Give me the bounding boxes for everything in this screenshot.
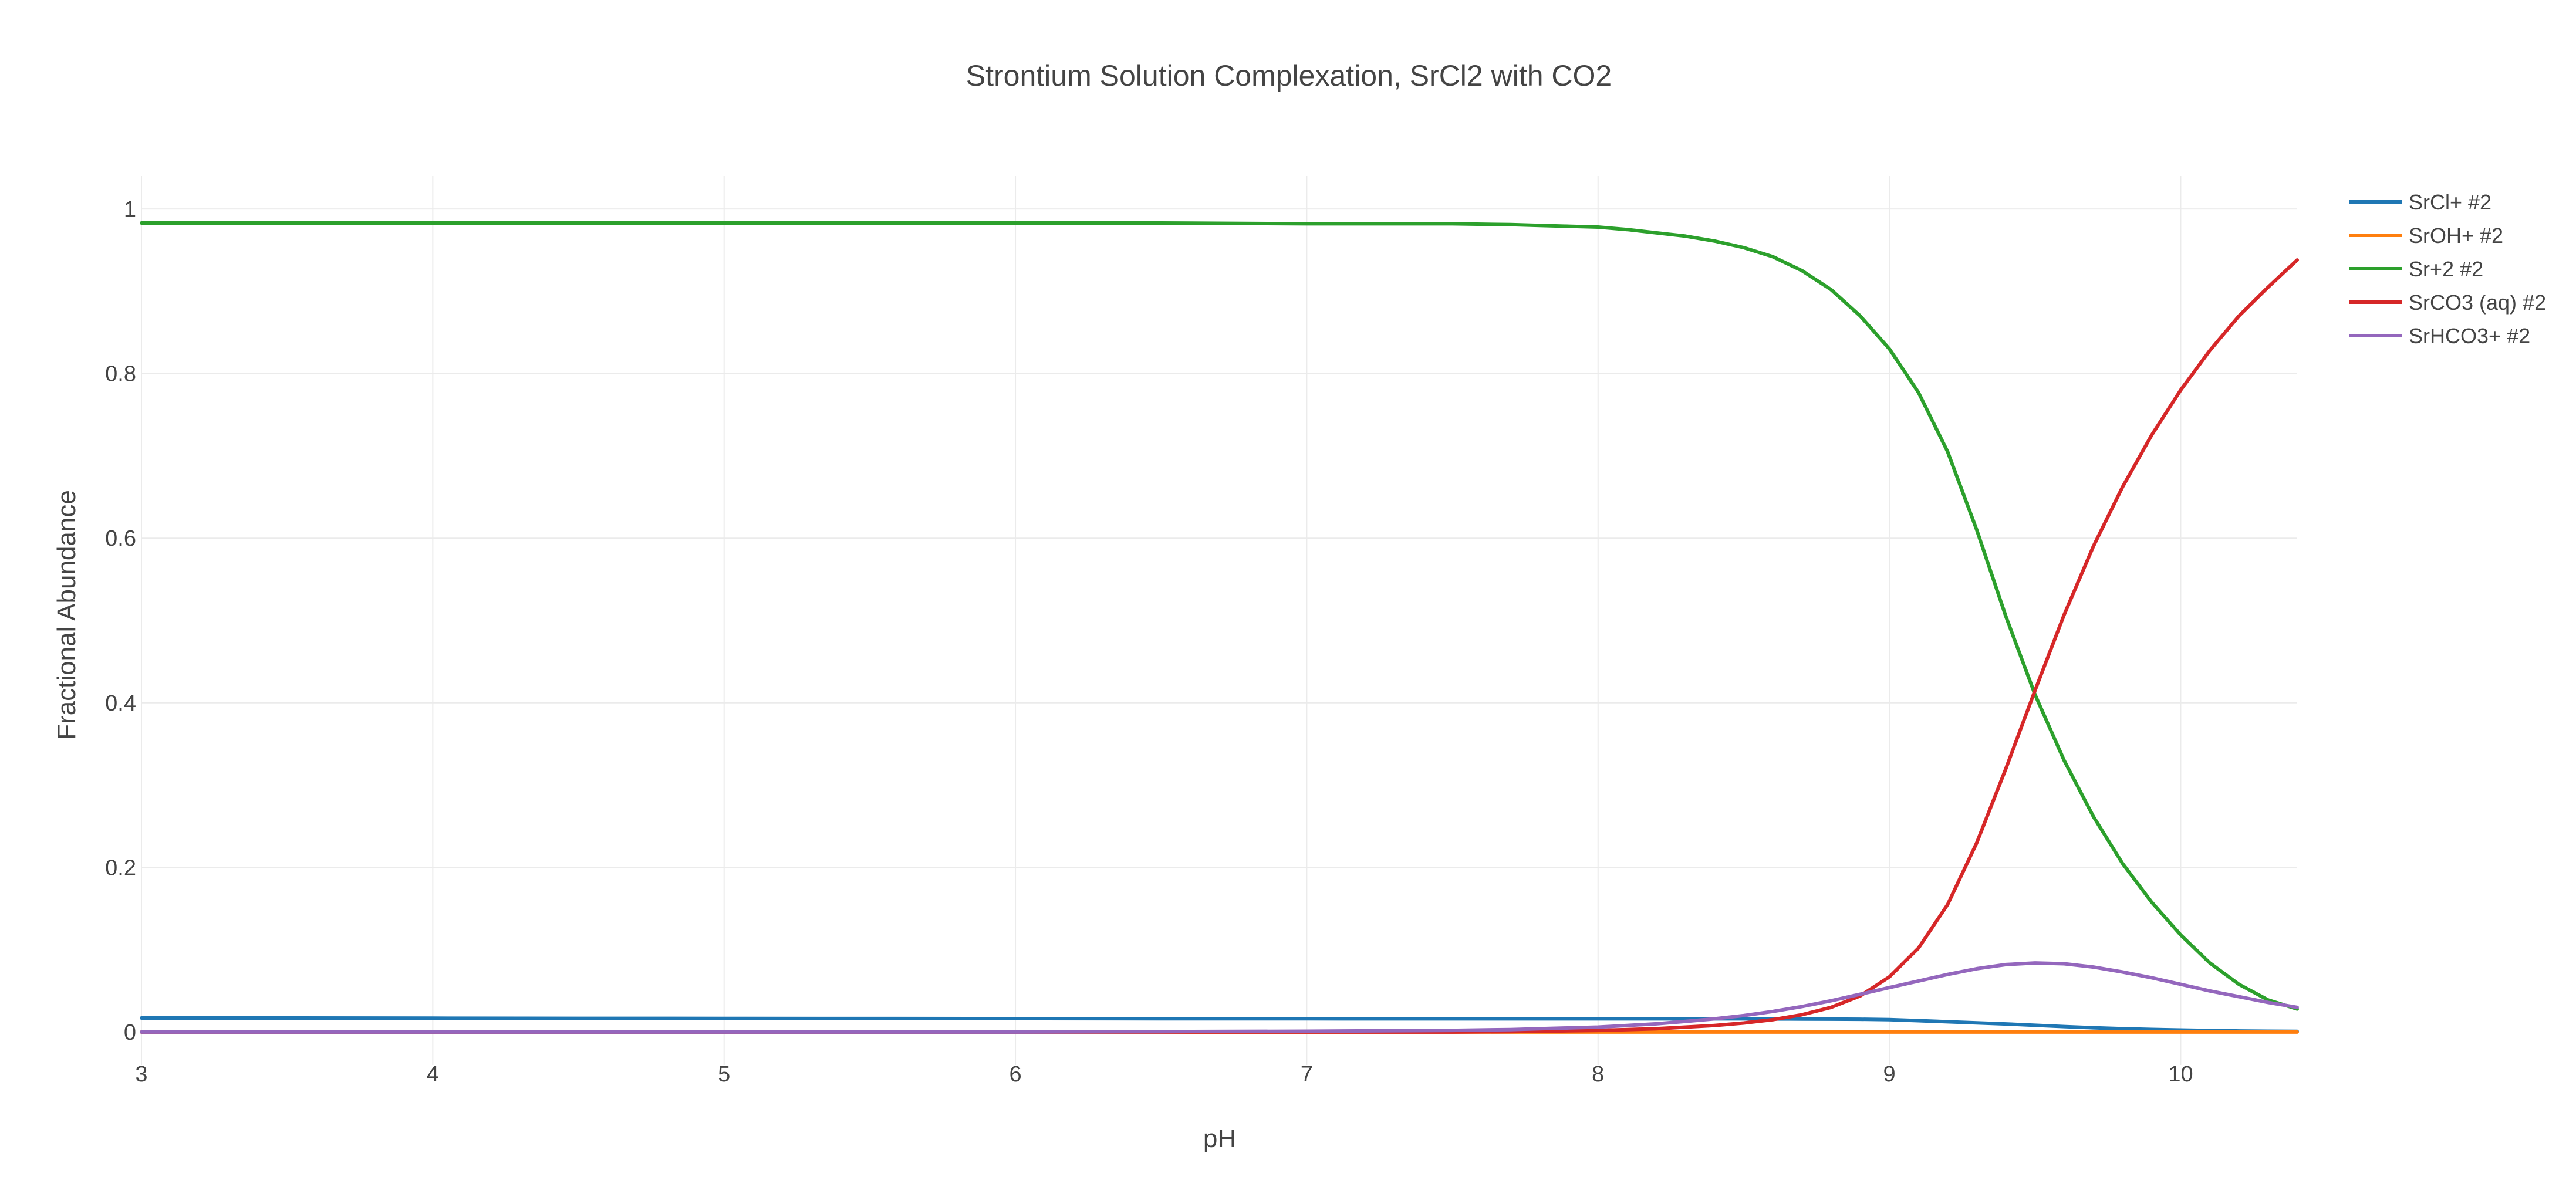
y-tick-label: 0.2 [105, 856, 136, 880]
series-lines [140, 221, 2299, 1034]
legend-label: SrHCO3+ #2 [2409, 324, 2530, 348]
chart-title: Strontium Solution Complexation, SrCl2 w… [966, 59, 1612, 92]
y-tick-label: 1 [124, 197, 136, 222]
series-line-4 [140, 961, 2299, 1034]
y-axis-title: Fractional Abundance [52, 490, 81, 740]
y-axis-ticks: 0 0.2 0.4 0.6 0.8 1 [105, 197, 136, 1045]
x-axis-ticks: 3 4 5 6 7 8 9 10 [135, 1062, 2193, 1087]
y-tick-label: 0 [124, 1020, 136, 1045]
y-tick-label: 0.6 [105, 526, 136, 551]
legend-label: SrOH+ #2 [2409, 224, 2503, 248]
legend-label: SrCl+ #2 [2409, 190, 2491, 214]
legend[interactable]: SrCl+ #2 SrOH+ #2 Sr+2 #2 SrCO3 (aq) #2 SrHC… [2349, 190, 2546, 348]
x-tick-label: 7 [1301, 1062, 1313, 1087]
y-tick-label: 0.4 [105, 691, 136, 716]
legend-item[interactable]: SrHCO3+ #2 [2349, 324, 2530, 348]
legend-label: Sr+2 #2 [2409, 257, 2483, 281]
legend-item[interactable]: SrCl+ #2 [2349, 190, 2491, 214]
x-tick-label: 5 [718, 1062, 730, 1087]
series-line-2 [140, 221, 2299, 1011]
legend-label: SrCO3 (aq) #2 [2409, 290, 2546, 315]
x-tick-label: 10 [2168, 1062, 2193, 1087]
x-tick-label: 9 [1883, 1062, 1896, 1087]
x-tick-label: 8 [1592, 1062, 1604, 1087]
x-tick-label: 4 [427, 1062, 439, 1087]
x-axis-title: pH [1203, 1124, 1236, 1153]
x-tick-label: 6 [1009, 1062, 1021, 1087]
legend-item[interactable]: SrOH+ #2 [2349, 224, 2503, 248]
series-line-0 [140, 1016, 2299, 1033]
legend-item[interactable]: Sr+2 #2 [2349, 257, 2483, 281]
y-tick-label: 0.8 [105, 362, 136, 387]
legend-item[interactable]: SrCO3 (aq) #2 [2349, 290, 2546, 315]
x-tick-label: 3 [135, 1062, 147, 1087]
